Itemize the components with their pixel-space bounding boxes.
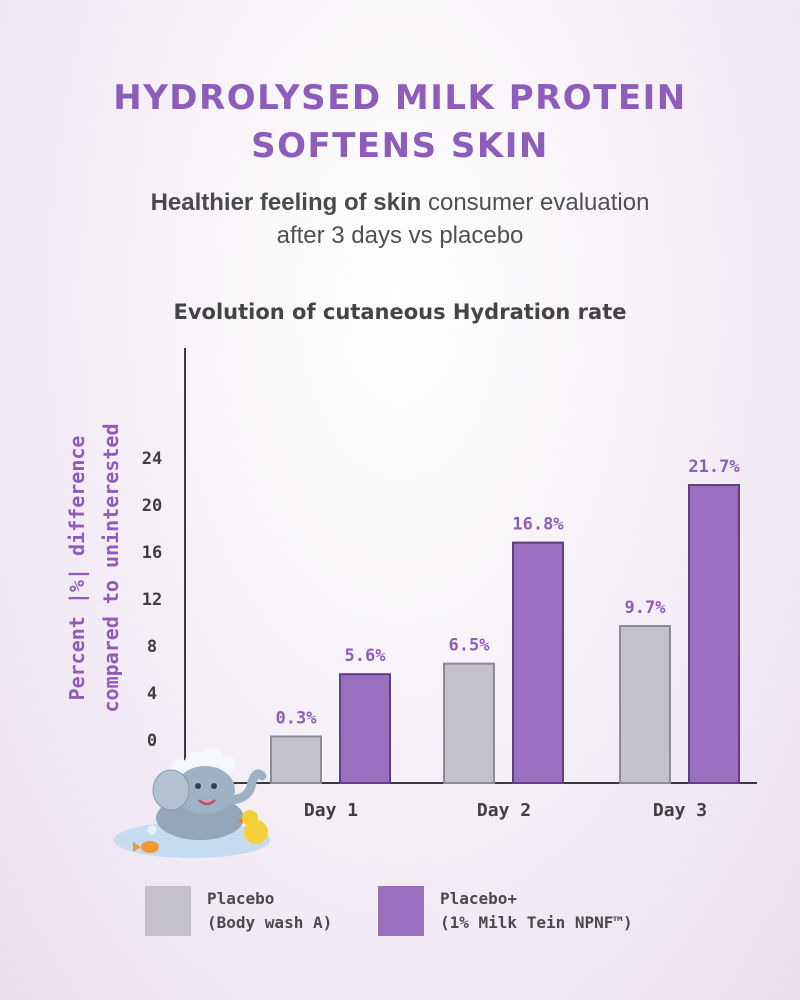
bars: 0.3% 6.5% 9.7% 5.6% 16.8% 21.7% [270,457,740,785]
y-tick-label: 4 [147,684,157,704]
subtitle-line-2: after 3 days vs placebo [276,222,524,249]
x-tick-labels: Day 1 Day 2 Day 3 [304,800,707,821]
goldfish [141,841,159,853]
bar-placebo-1 [270,735,322,784]
bar-placebo-3 [619,625,671,785]
subtitle-bold: Healthier feeling of skin [150,189,422,216]
data-label: 0.3% [276,708,318,728]
data-label: 16.8% [512,515,564,535]
data-label: 9.7% [625,598,667,618]
legend-placebo-line-1: Placebo [207,889,275,908]
data-label: 21.7% [688,457,740,477]
y-axis-label-line-1: Percent |%| difference [65,436,89,701]
y-tick-label: 16 [142,543,162,563]
bubble [146,824,158,836]
rubber-duck-head [242,810,258,826]
y-ticks: 0 4 8 12 16 20 24 [142,449,162,751]
legend-placebo-plus-line-1: Placebo+ [440,889,518,908]
bar-placebo-2 [443,662,495,784]
elephant-trunk [223,769,267,805]
y-tick-label: 0 [147,731,157,751]
title-line-2: SOFTENS SKIN [251,126,549,166]
bar-placebo-plus-1 [339,673,391,785]
elephant-mouth [198,799,216,806]
legend-swatch-placebo [145,886,191,936]
x-tick-label: Day 2 [477,800,531,821]
page-title: HYDROLYSED MILK PROTEIN SOFTENS SKIN [0,74,800,170]
rubber-duck-beak [236,818,243,823]
legend-placebo-plus: Placebo+ (1% Milk Tein NPNF™) [378,886,633,936]
elephant-eye [211,783,217,789]
y-tick-label: 8 [147,637,157,657]
legend-placebo: Placebo (Body wash A) [145,886,332,936]
y-axis-label: Percent |%| difference compared to unint… [65,424,123,713]
legend-label-placebo: Placebo (Body wash A) [207,887,332,935]
bath-elephant-illustration [114,747,270,858]
subtitle-rest: consumer evaluation [421,189,650,216]
y-tick-label: 24 [142,449,162,469]
elephant-ear [152,769,190,811]
chart-title: Evolution of cutaneous Hydration rate [173,300,627,324]
x-tick-label: Day 3 [653,800,707,821]
x-tick-label: Day 1 [304,800,358,821]
foam [220,756,236,772]
legend-swatch-placebo-plus [378,886,424,936]
elephant-head [175,766,235,814]
y-axis-label-line-2: compared to uninterested [99,424,123,713]
legend-placebo-line-2: (Body wash A) [207,913,333,932]
elephant-eye [195,783,201,789]
y-tick-label: 12 [142,590,162,610]
goldfish-tail [133,842,141,852]
bar-placebo-plus-3 [688,484,740,784]
legend-placebo-plus-line-2: (1% Milk Tein NPNF™) [440,913,633,932]
legend-label-placebo-plus: Placebo+ (1% Milk Tein NPNF™) [440,887,633,935]
subtitle: Healthier feeling of skin consumer evalu… [0,186,800,252]
data-label: 6.5% [449,636,491,656]
data-label: 5.6% [345,646,387,666]
bar-placebo-plus-2 [512,541,564,784]
y-tick-label: 20 [142,496,162,516]
title-line-1: HYDROLYSED MILK PROTEIN [113,78,687,118]
foam [202,747,222,767]
